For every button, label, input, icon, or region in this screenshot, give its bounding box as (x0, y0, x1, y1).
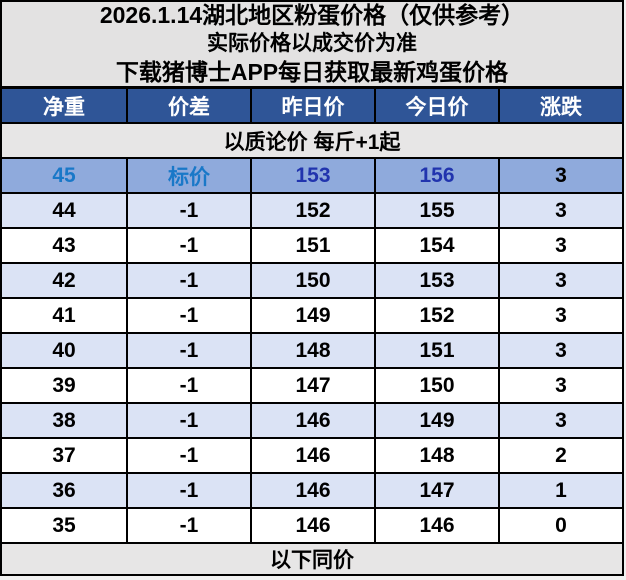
table-cell: 3 (498, 159, 622, 192)
table-cell: 3 (498, 334, 622, 367)
table-cell: -1 (126, 404, 250, 437)
table-row: 37 -1 146 148 2 (2, 439, 622, 474)
table-row: 43 -1 151 154 3 (2, 229, 622, 264)
table-cell: 3 (498, 369, 622, 402)
table-cell: 37 (52, 443, 76, 467)
table-cell: 1 (498, 474, 622, 507)
column-header-net-weight: 净重 (43, 95, 85, 119)
table-row: 45 标价 153 156 3 (2, 159, 622, 194)
table-row: 39 -1 147 150 3 (2, 369, 622, 404)
table-cell: 148 (374, 439, 498, 472)
table-cell: 149 (374, 404, 498, 437)
table-cell: 154 (374, 229, 498, 262)
table-row: 38 -1 146 149 3 (2, 404, 622, 439)
table-cell: -1 (126, 474, 250, 507)
table-cell: -1 (126, 229, 250, 262)
table-cell: 38 (52, 408, 76, 432)
table-cell: 151 (374, 334, 498, 367)
table-cell: 155 (374, 194, 498, 227)
table-cell: -1 (126, 439, 250, 472)
column-header-price-diff: 价差 (126, 89, 250, 122)
table-cell: -1 (126, 369, 250, 402)
table-row: 36 -1 146 147 1 (2, 474, 622, 509)
title-disclaimer: 实际价格以成交价为准 (207, 32, 417, 55)
title-app-promo: 下载猪博士APP每日获取最新鸡蛋价格 (115, 59, 509, 85)
column-header-row: 净重 价差 昨日价 今日价 涨跌 (2, 89, 622, 124)
table-cell: 146 (374, 509, 498, 542)
column-header-change: 涨跌 (498, 89, 622, 122)
table-cell: -1 (126, 509, 250, 542)
table-cell: 标价 (126, 159, 250, 192)
table-cell: -1 (126, 334, 250, 367)
table-cell: 148 (250, 334, 374, 367)
table-cell: 3 (498, 194, 622, 227)
table-cell: 45 (52, 163, 76, 187)
table-cell: 147 (250, 369, 374, 402)
table-cell: 2 (498, 439, 622, 472)
table-cell: 149 (250, 299, 374, 332)
table-cell: 152 (374, 299, 498, 332)
title-block: 2026.1.14湖北地区粉蛋价格（仅供参考） 实际价格以成交价为准 下载猪博士… (2, 2, 622, 89)
table-row: 42 -1 150 153 3 (2, 264, 622, 299)
table-row: 40 -1 148 151 3 (2, 334, 622, 369)
table-cell: 151 (250, 229, 374, 262)
table-cell: 150 (374, 369, 498, 402)
table-cell: 0 (498, 509, 622, 542)
table-cell: 156 (374, 159, 498, 192)
table-cell: 43 (52, 233, 76, 257)
table-cell: 39 (52, 373, 76, 397)
table-cell: 3 (498, 404, 622, 437)
table-cell: 3 (498, 229, 622, 262)
table-row: 44 -1 152 155 3 (2, 194, 622, 229)
table-cell: 3 (498, 299, 622, 332)
table-cell: 35 (52, 513, 76, 537)
table-cell: 146 (250, 439, 374, 472)
page-title: 2026.1.14湖北地区粉蛋价格（仅供参考） (99, 2, 525, 28)
table-cell: 44 (52, 198, 76, 222)
table-cell: 153 (250, 159, 374, 192)
table-cell: 42 (52, 268, 76, 292)
table-cell: -1 (126, 299, 250, 332)
table-cell: 40 (52, 338, 76, 362)
table-cell: 146 (250, 509, 374, 542)
table-cell: 152 (250, 194, 374, 227)
table-cell: 153 (374, 264, 498, 297)
table-cell: 146 (250, 404, 374, 437)
table-cell: -1 (126, 194, 250, 227)
table-cell: -1 (126, 264, 250, 297)
table-row: 41 -1 149 152 3 (2, 299, 622, 334)
column-header-today-price: 今日价 (374, 89, 498, 122)
column-header-yesterday-price: 昨日价 (250, 89, 374, 122)
footer-row: 以下同价 (2, 544, 622, 574)
table-row: 35 -1 146 146 0 (2, 509, 622, 544)
table-cell: 36 (52, 478, 76, 502)
table-cell: 150 (250, 264, 374, 297)
pricing-note-row: 以质论价 每斤+1起 (2, 124, 622, 159)
table-cell: 3 (498, 264, 622, 297)
table-cell: 147 (374, 474, 498, 507)
table-cell: 146 (250, 474, 374, 507)
table-cell: 41 (52, 303, 76, 327)
